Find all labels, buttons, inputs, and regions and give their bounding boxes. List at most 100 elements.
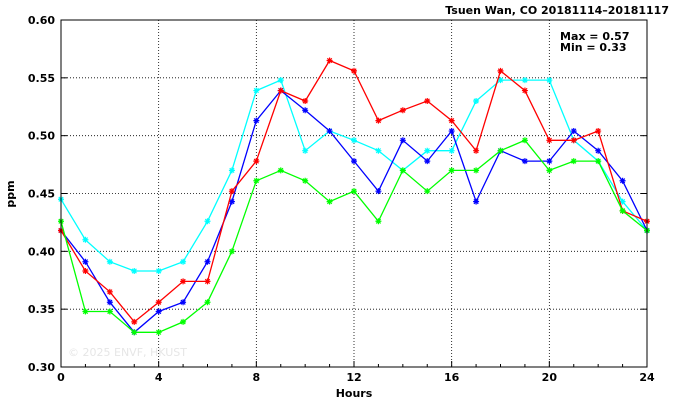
data-point (521, 87, 528, 94)
data-point (424, 188, 431, 195)
data-point (619, 207, 626, 214)
data-point (448, 167, 455, 174)
data-point (155, 299, 162, 306)
data-point (448, 128, 455, 135)
data-point (326, 128, 333, 135)
data-point (131, 318, 138, 325)
data-point (521, 137, 528, 144)
data-point (546, 167, 553, 174)
data-point (375, 218, 382, 225)
data-point (570, 137, 577, 144)
x-tick-label: 20 (542, 371, 558, 384)
data-point (106, 288, 113, 295)
data-point (399, 137, 406, 144)
data-point (497, 77, 504, 84)
x-tick-label: 24 (639, 371, 655, 384)
data-point (546, 158, 553, 165)
data-point (595, 128, 602, 135)
data-point (155, 329, 162, 336)
data-point (180, 278, 187, 285)
data-point (302, 147, 309, 154)
data-point (277, 87, 284, 94)
max-annotation: Max = 0.57 (560, 30, 629, 43)
data-point (204, 258, 211, 265)
x-tick-label: 8 (253, 371, 261, 384)
data-point (253, 87, 260, 94)
data-point (180, 318, 187, 325)
data-point (351, 67, 357, 74)
y-axis-label: ppm (4, 180, 17, 207)
data-point (131, 329, 138, 336)
y-tick-label: 0.45 (28, 188, 55, 201)
y-tick-label: 0.30 (28, 361, 55, 374)
data-point (497, 147, 504, 154)
data-point (546, 137, 553, 144)
data-point (155, 308, 162, 315)
data-point (497, 67, 504, 74)
watermark: © 2025 ENVF, HKUST (68, 346, 187, 359)
data-point (619, 177, 626, 184)
data-point (228, 188, 235, 195)
data-point (302, 177, 309, 184)
data-point (106, 258, 113, 265)
data-point (204, 278, 211, 285)
data-point (351, 137, 357, 144)
data-point (180, 258, 187, 265)
data-point (375, 117, 382, 124)
data-point (82, 308, 89, 315)
data-point (424, 147, 431, 154)
data-point (180, 299, 187, 306)
data-point (228, 167, 235, 174)
data-point (595, 147, 602, 154)
y-tick-label: 0.60 (28, 14, 55, 27)
y-tick-label: 0.55 (28, 72, 55, 85)
data-point (204, 218, 211, 225)
data-point (521, 158, 528, 165)
data-point (570, 128, 577, 135)
chart-title: Tsuen Wan, CO 20181114–20181117 (445, 4, 669, 17)
data-point (473, 97, 480, 104)
data-point (326, 198, 333, 205)
data-point (82, 267, 89, 274)
data-point (155, 267, 162, 274)
data-point (570, 158, 577, 165)
data-point (473, 147, 480, 154)
y-tick-label: 0.40 (28, 245, 55, 258)
data-point (253, 158, 260, 165)
min-annotation: Min = 0.33 (560, 41, 627, 54)
data-point (399, 107, 406, 114)
data-point (204, 299, 211, 306)
data-point (82, 258, 89, 265)
data-point (424, 158, 431, 165)
tick-labels: 0 4 8 12 16 20 24 0.30 0.35 0.40 0.45 0.50 0.55 0.60 (28, 14, 655, 384)
data-point (375, 188, 382, 195)
data-point (473, 198, 480, 205)
data-point (131, 267, 138, 274)
y-tick-label: 0.50 (28, 130, 55, 143)
data-point (473, 167, 480, 174)
series-1 (58, 87, 650, 336)
x-tick-label: 16 (444, 371, 460, 384)
data-point (106, 308, 113, 315)
data-point (448, 117, 455, 124)
y-tick-label: 0.35 (28, 303, 55, 316)
data-point (595, 158, 602, 165)
data-point (228, 248, 235, 255)
data-point (277, 77, 284, 84)
data-point (448, 147, 455, 154)
data-point (351, 158, 357, 165)
data-point (424, 97, 431, 104)
data-point (302, 107, 309, 114)
data-point (399, 167, 406, 174)
x-tick-label: 12 (346, 371, 361, 384)
data-point (228, 198, 235, 205)
data-point (253, 177, 260, 184)
data-point (253, 117, 260, 124)
data-point (521, 77, 528, 84)
data-point (277, 167, 284, 174)
data-point (326, 57, 333, 64)
data-point (106, 299, 113, 306)
data-point (619, 198, 626, 205)
data-point (351, 188, 357, 195)
